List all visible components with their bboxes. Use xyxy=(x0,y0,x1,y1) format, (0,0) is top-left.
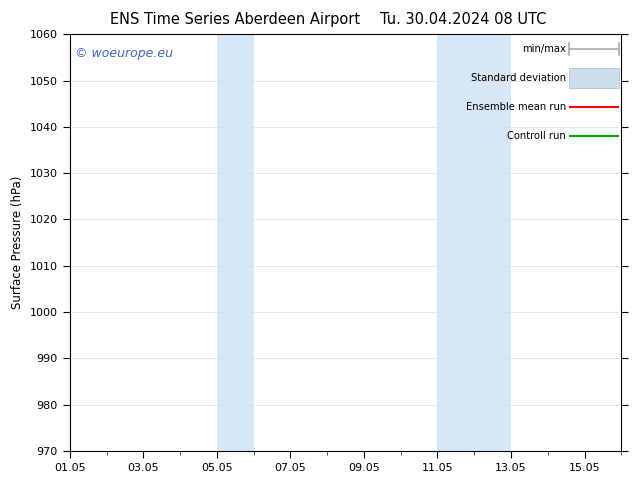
Text: Ensemble mean run: Ensemble mean run xyxy=(466,102,566,112)
Bar xyxy=(217,34,254,451)
Bar xyxy=(437,34,511,451)
Text: min/max: min/max xyxy=(522,44,566,54)
Text: Standard deviation: Standard deviation xyxy=(471,73,566,83)
Text: ENS Time Series Aberdeen Airport: ENS Time Series Aberdeen Airport xyxy=(110,12,359,27)
Text: Tu. 30.04.2024 08 UTC: Tu. 30.04.2024 08 UTC xyxy=(380,12,546,27)
Y-axis label: Surface Pressure (hPa): Surface Pressure (hPa) xyxy=(11,176,24,309)
Bar xyxy=(569,68,619,88)
Text: © woeurope.eu: © woeurope.eu xyxy=(75,47,173,60)
Text: Controll run: Controll run xyxy=(507,131,566,141)
